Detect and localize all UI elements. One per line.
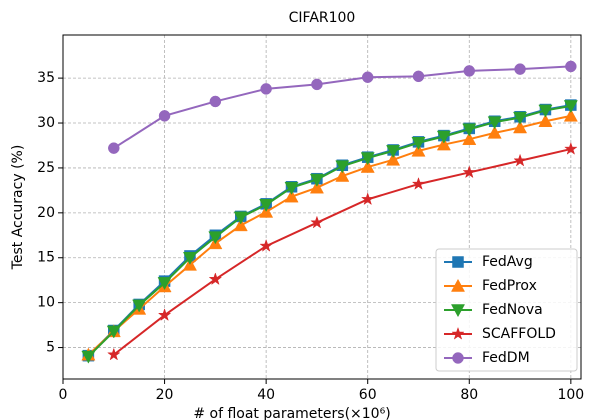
y-tick-label: 25 [37,160,55,176]
x-tick-label: 20 [156,387,174,403]
legend-label: FedAvg [482,254,533,270]
marker [514,63,526,75]
marker [513,111,528,125]
x-tick-label: 40 [257,387,275,403]
marker [157,277,172,291]
y-tick-label: 30 [37,115,55,131]
legend-marker [452,352,464,364]
chart-title: CIFAR100 [289,10,356,26]
marker [182,251,197,265]
x-tick-label: 100 [557,387,584,403]
series-line [113,148,572,356]
x-tick-label: 0 [59,387,68,403]
y-axis-label: Test Accuracy (%) [10,145,26,271]
marker [158,110,171,122]
marker [436,137,451,151]
x-axis-label: # of float parameters(×10⁶) [193,406,390,420]
marker [487,125,502,139]
marker [564,141,578,155]
marker [360,152,375,166]
x-tick-label: 80 [460,387,478,403]
marker [411,143,426,157]
marker [487,116,502,130]
legend-marker [450,304,466,318]
marker [81,350,96,364]
marker [360,159,375,173]
legend-box [435,248,578,372]
marker [462,165,477,179]
marker [538,114,553,127]
marker [513,120,528,134]
legend-label: FedDM [482,350,530,366]
x-tick-label: 60 [359,387,377,403]
marker [310,215,324,229]
plot-frame [62,34,582,380]
legend-label: FedNova [482,302,543,318]
y-tick-label: 10 [37,295,55,311]
marker [259,199,274,212]
marker [462,132,477,145]
marker [563,108,578,122]
marker [411,137,426,150]
marker [106,325,121,339]
marker [209,95,222,108]
legend-marker [452,256,464,268]
marker [208,272,223,286]
marker [107,347,121,361]
marker [436,130,451,144]
marker [513,153,527,167]
marker [208,231,223,245]
legend: FedAvg FedProx FedNova SCAFFOLD FedDM [435,248,578,372]
y-tick-label: 35 [37,70,55,86]
marker [309,173,324,187]
marker [565,60,577,73]
marker [463,65,476,77]
marker [462,123,477,137]
marker [361,71,374,83]
marker [335,160,350,174]
marker [108,142,120,154]
legend-marker [450,278,466,292]
marker [386,145,401,158]
marker [411,176,426,190]
marker [412,70,425,83]
marker [284,189,299,203]
marker [284,181,299,195]
marker [311,78,323,91]
marker [335,168,350,182]
marker [360,192,375,206]
marker [233,218,248,232]
marker [157,308,172,321]
marker [259,238,273,252]
y-tick-label: 20 [37,205,55,221]
marker [563,100,578,114]
marker [309,180,324,194]
legend-label: FedProx [482,278,537,294]
y-tick-label: 5 [46,340,55,356]
legend-label: SCAFFOLD [482,326,556,342]
marker [132,299,147,313]
marker [260,83,272,95]
marker [538,104,553,118]
marker [233,211,248,225]
y-tick-label: 15 [37,250,55,266]
marker [386,152,401,166]
series-line [113,65,571,150]
legend-marker [451,326,465,340]
